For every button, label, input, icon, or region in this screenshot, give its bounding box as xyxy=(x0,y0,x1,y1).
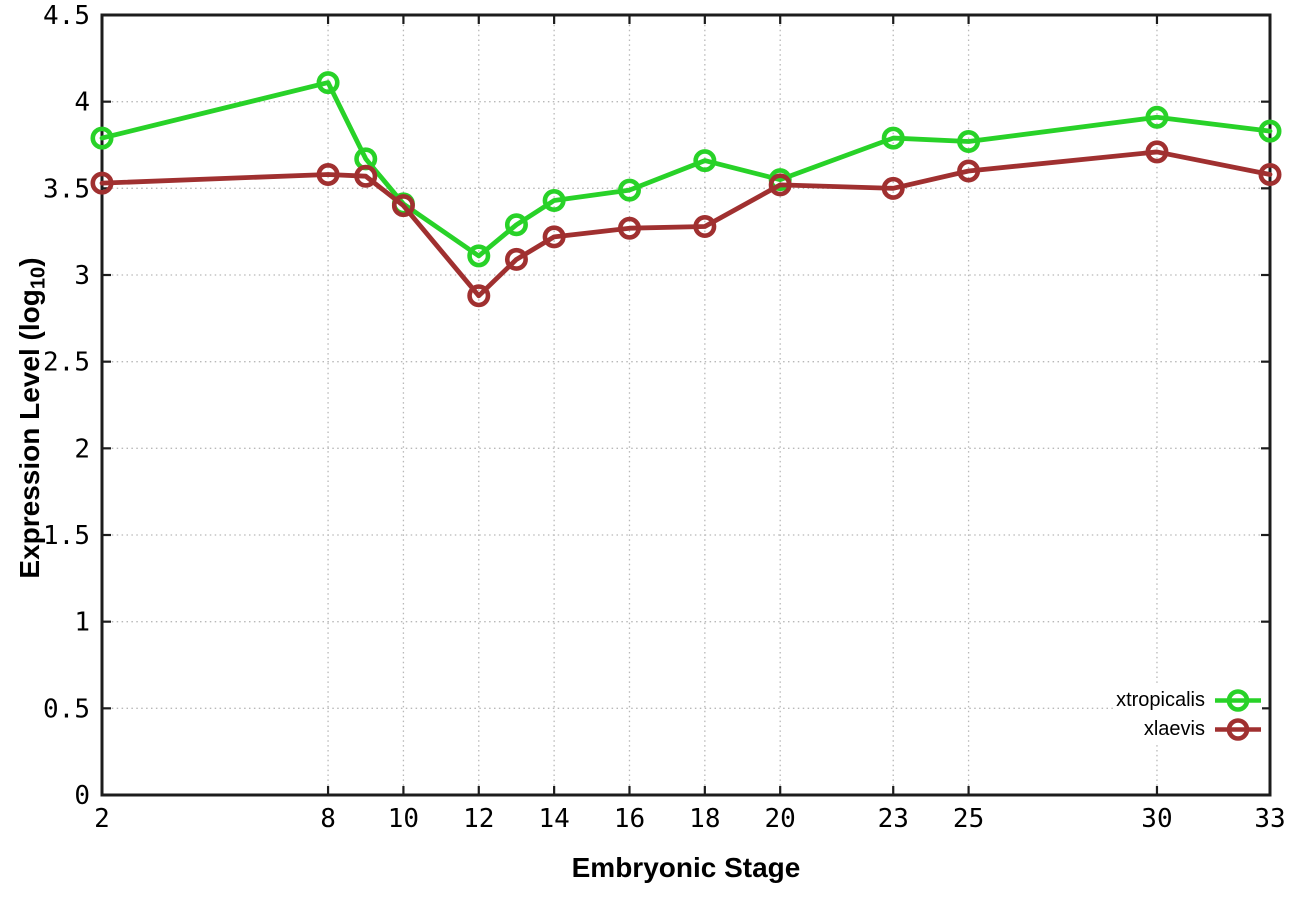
x-axis-label: Embryonic Stage xyxy=(571,852,801,883)
svg-text:8: 8 xyxy=(320,804,336,834)
svg-text:25: 25 xyxy=(953,804,984,834)
y-axis-label-suffix: ) xyxy=(14,257,45,267)
svg-text:4.5: 4.5 xyxy=(43,1,90,31)
svg-text:1.5: 1.5 xyxy=(43,521,90,551)
legend-marker-xtropicalis-icon xyxy=(1215,689,1261,712)
y-axis-label-subscript: 10 xyxy=(27,266,50,290)
svg-text:16: 16 xyxy=(614,804,645,834)
y-axis-label-text: Expression Level (log xyxy=(14,289,45,579)
svg-text:3.5: 3.5 xyxy=(43,174,90,204)
legend-row: xlaevis xyxy=(1143,715,1262,744)
svg-text:0.5: 0.5 xyxy=(43,694,90,724)
svg-text:2: 2 xyxy=(74,434,90,464)
svg-text:0: 0 xyxy=(74,781,90,811)
legend: xtropicalis xlaevis xyxy=(1116,686,1262,744)
legend-label-xtropicalis: xtropicalis xyxy=(1116,689,1205,711)
svg-text:10: 10 xyxy=(388,804,419,834)
svg-text:33: 33 xyxy=(1254,804,1285,834)
y-axis-label: Expression Level (log10) xyxy=(10,108,50,728)
svg-text:4: 4 xyxy=(74,88,90,118)
legend-marker-xlaevis-icon xyxy=(1215,718,1261,741)
legend-row: xtropicalis xyxy=(1116,686,1262,715)
svg-text:20: 20 xyxy=(765,804,796,834)
svg-text:18: 18 xyxy=(689,804,720,834)
svg-text:23: 23 xyxy=(878,804,909,834)
svg-text:12: 12 xyxy=(463,804,494,834)
svg-text:1: 1 xyxy=(74,608,90,638)
svg-text:3: 3 xyxy=(74,261,90,291)
svg-text:30: 30 xyxy=(1141,804,1172,834)
svg-text:14: 14 xyxy=(538,804,569,834)
svg-text:2.5: 2.5 xyxy=(43,348,90,378)
svg-text:2: 2 xyxy=(94,804,110,834)
legend-label-xlaevis: xlaevis xyxy=(1143,718,1205,740)
